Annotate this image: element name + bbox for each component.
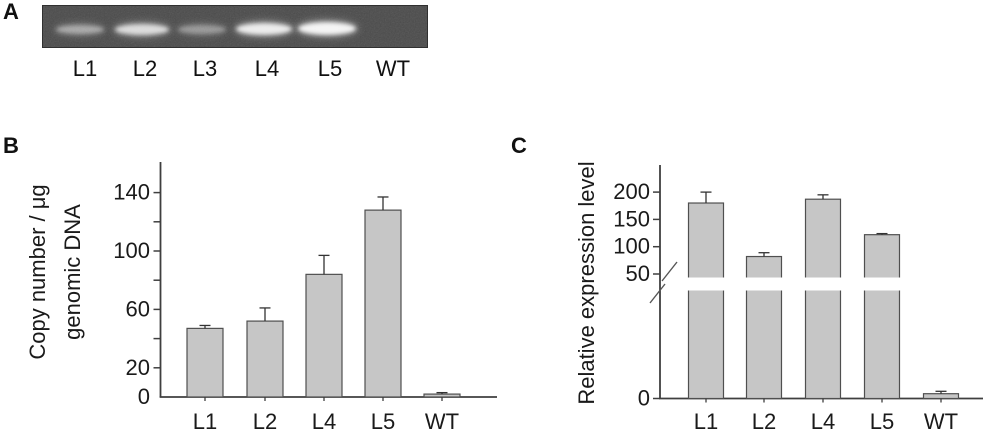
bar-L4 bbox=[804, 198, 842, 400]
bar-WT bbox=[423, 393, 461, 398]
bar-L5 bbox=[863, 234, 901, 400]
x-category-label: L1 bbox=[694, 409, 718, 434]
y-axis-title-line1: Copy number / μg bbox=[25, 184, 50, 359]
gel-noise-texture bbox=[43, 6, 427, 47]
gel-image bbox=[42, 5, 428, 48]
x-category-label: L4 bbox=[811, 409, 835, 434]
x-category-label: L1 bbox=[193, 409, 217, 434]
y-axis-title: Relative expression level bbox=[574, 161, 599, 404]
gel-lane-label-WT: WT bbox=[375, 56, 411, 81]
y-tick-label: 50 bbox=[626, 261, 650, 286]
panel-a-label: A bbox=[3, 0, 19, 24]
panel-c-label: C bbox=[511, 133, 527, 158]
x-category-label: L2 bbox=[752, 409, 776, 434]
x-category-label: L2 bbox=[253, 409, 277, 434]
y-tick-label: 100 bbox=[113, 238, 150, 263]
bar-L1 bbox=[687, 202, 725, 400]
y-tick-label: 0 bbox=[138, 384, 150, 409]
gel-lane-label-L2: L2 bbox=[132, 56, 158, 81]
bar-L2 bbox=[246, 320, 284, 398]
x-category-label: WT bbox=[924, 409, 958, 434]
bar-L4 bbox=[305, 273, 343, 398]
axis-break-slash-upper bbox=[661, 261, 678, 282]
x-category-label: L4 bbox=[312, 409, 336, 434]
gel-lane-label-L4: L4 bbox=[254, 56, 280, 81]
gel-band-L2 bbox=[115, 24, 169, 35]
y-tick-label: 0 bbox=[638, 386, 650, 411]
axis-break-slash-lower bbox=[649, 283, 666, 304]
bar-WT bbox=[922, 393, 960, 400]
x-category-label: WT bbox=[425, 409, 459, 434]
x-category-label: L5 bbox=[870, 409, 894, 434]
x-category-label: L5 bbox=[371, 409, 395, 434]
gel-lane-label-L3: L3 bbox=[192, 56, 218, 81]
bar-L5 bbox=[364, 209, 402, 398]
y-tick-label: 140 bbox=[113, 180, 150, 205]
y-axis-title-line2: genomic DNA bbox=[60, 204, 85, 340]
y-tick-label: 20 bbox=[126, 355, 150, 380]
gel-lane-label-L5: L5 bbox=[317, 56, 343, 81]
y-tick-label: 60 bbox=[126, 296, 150, 321]
panel-b-label: B bbox=[3, 133, 19, 158]
gel-band-L4 bbox=[236, 23, 292, 35]
gel-band-L3 bbox=[178, 25, 226, 34]
y-tick-label: 200 bbox=[613, 179, 650, 204]
y-tick-label: 150 bbox=[613, 206, 650, 231]
gel-band-L5 bbox=[298, 22, 356, 35]
y-tick-label: 100 bbox=[613, 234, 650, 259]
bar-L1 bbox=[186, 327, 224, 398]
axis-break-band bbox=[668, 277, 983, 291]
gel-band-L1 bbox=[56, 25, 104, 34]
gel-lane-label-L1: L1 bbox=[72, 56, 98, 81]
